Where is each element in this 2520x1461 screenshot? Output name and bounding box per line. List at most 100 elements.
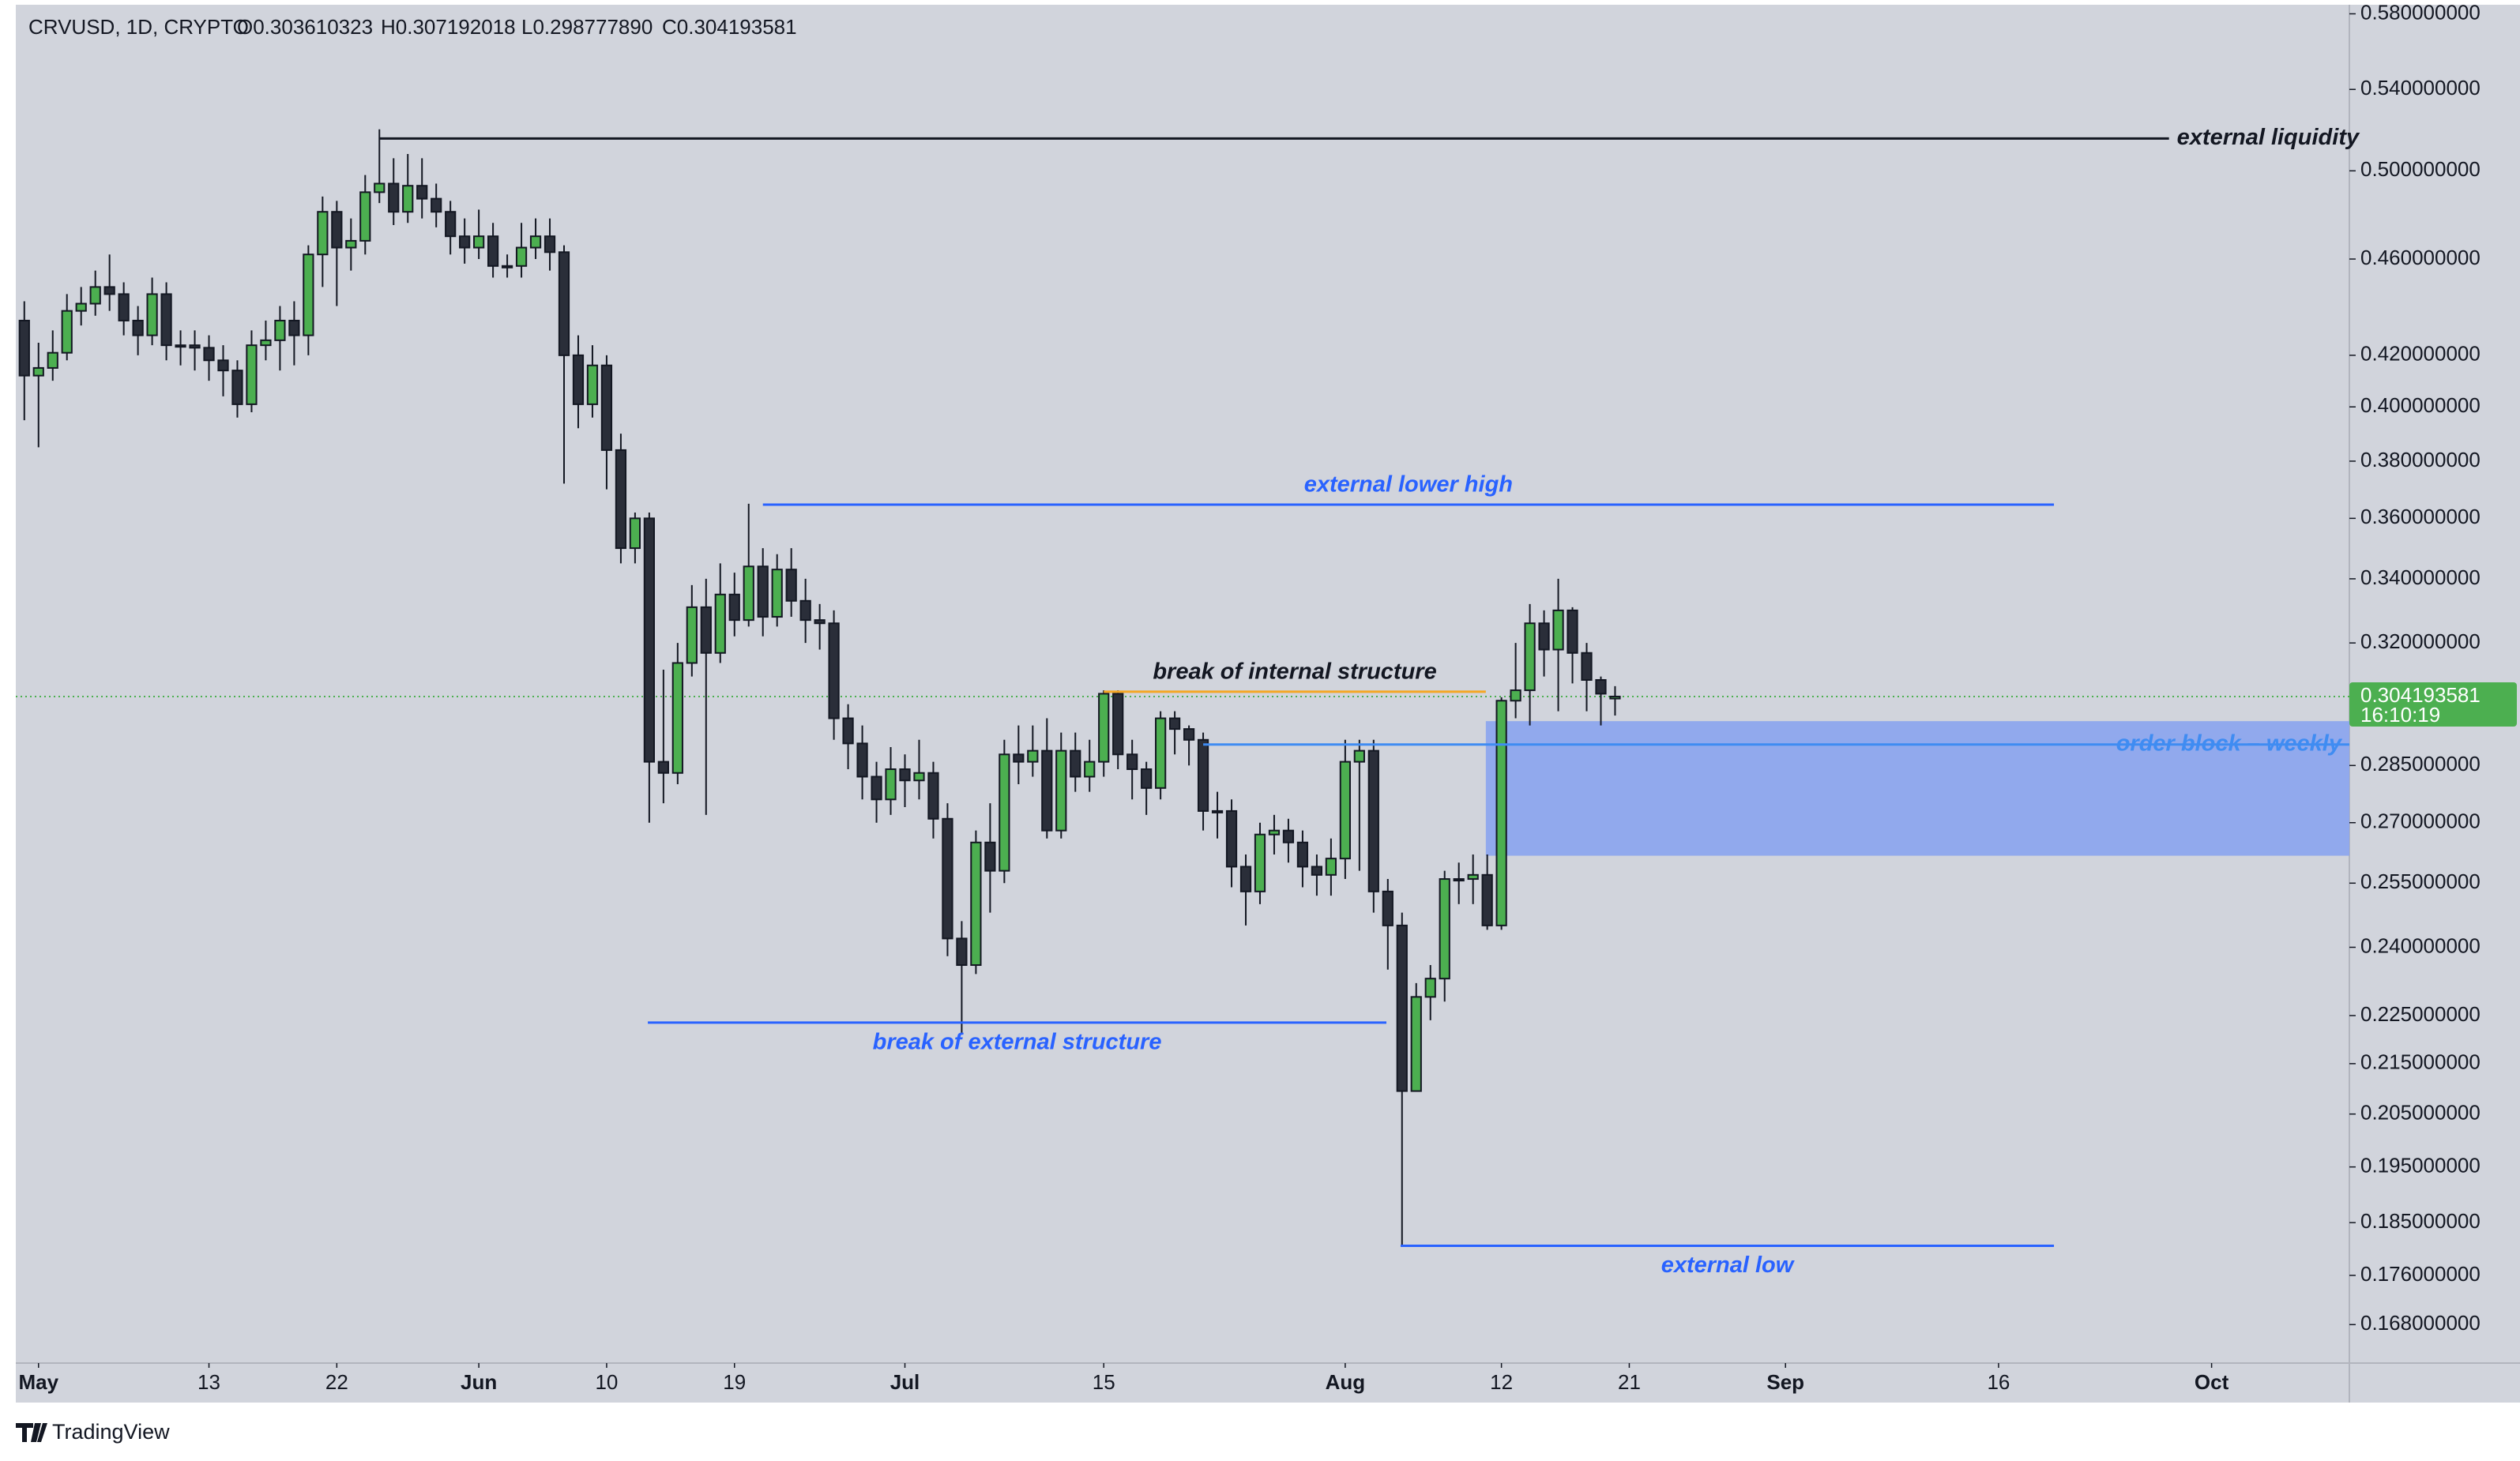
candle-body bbox=[1254, 833, 1266, 892]
candle-body bbox=[1510, 689, 1521, 702]
candle-body bbox=[160, 293, 172, 347]
candle-body bbox=[1581, 652, 1593, 681]
candle-body bbox=[189, 344, 201, 349]
close: C0.304193581 bbox=[662, 15, 797, 39]
y-tick-label: 0.400000000 bbox=[2360, 393, 2481, 417]
y-tick-label: 0.215000000 bbox=[2360, 1050, 2481, 1074]
candle-body bbox=[1126, 753, 1138, 771]
annotation-label: order block – weekly bbox=[2116, 730, 2343, 756]
candle-body bbox=[1339, 761, 1351, 860]
legend: CRVUSD, 1D, CRYPTO O0.303610323 H0.30719… bbox=[28, 15, 797, 39]
y-tick-label: 0.168000000 bbox=[2360, 1311, 2481, 1335]
candle-body bbox=[771, 569, 783, 618]
candle-body bbox=[303, 254, 314, 336]
candle-body bbox=[1084, 761, 1096, 778]
candle-body bbox=[970, 841, 982, 967]
x-tick-label: Oct bbox=[2195, 1370, 2229, 1394]
candle-body bbox=[1367, 749, 1379, 892]
y-tick-label: 0.420000000 bbox=[2360, 342, 2481, 366]
candle-body bbox=[1567, 609, 1578, 654]
candle-body bbox=[473, 235, 485, 249]
candle-body bbox=[260, 339, 272, 347]
candle-body bbox=[1112, 693, 1124, 756]
annotation-label: external lower high bbox=[1304, 472, 1513, 498]
countdown-label: 16:10:19 bbox=[2360, 703, 2440, 727]
candle-body bbox=[1155, 717, 1167, 789]
candle-body bbox=[1453, 878, 1465, 882]
candle-body bbox=[842, 717, 854, 745]
y-tick-label: 0.580000000 bbox=[2360, 0, 2481, 24]
candle-body bbox=[515, 246, 528, 267]
candle-body bbox=[388, 182, 400, 213]
high: H0.307192018 bbox=[381, 15, 516, 39]
x-tick-label: Jun bbox=[461, 1370, 497, 1394]
candle-body bbox=[728, 593, 740, 622]
candle-body bbox=[643, 517, 655, 763]
candle-body bbox=[629, 517, 641, 550]
candle-body bbox=[1168, 717, 1181, 730]
candle-body bbox=[1595, 678, 1607, 695]
candle-body bbox=[445, 211, 457, 238]
candle-body bbox=[828, 622, 840, 719]
candle-body bbox=[1211, 809, 1224, 813]
x-tick-label: 13 bbox=[197, 1370, 220, 1394]
y-tick-label: 0.500000000 bbox=[2360, 157, 2481, 181]
candle-body bbox=[942, 817, 953, 940]
candle-body bbox=[799, 599, 811, 622]
last-price-tag bbox=[2349, 682, 2517, 727]
candle-body bbox=[402, 185, 414, 213]
candle-body bbox=[871, 776, 882, 801]
brand-logo bbox=[16, 1423, 47, 1442]
annotation-label: break of internal structure bbox=[1153, 659, 1436, 684]
candle-body bbox=[543, 235, 556, 254]
x-tick-label: Jul bbox=[890, 1370, 920, 1394]
candle-body bbox=[246, 344, 258, 405]
candle-body bbox=[203, 347, 215, 362]
candle-body bbox=[700, 606, 712, 654]
brand-name: TradingView bbox=[52, 1420, 170, 1444]
x-tick-label: 16 bbox=[1987, 1370, 2010, 1394]
chart-background bbox=[16, 5, 2520, 1403]
y-tick-label: 0.380000000 bbox=[2360, 448, 2481, 471]
x-tick-label: May bbox=[18, 1370, 58, 1394]
candle-body bbox=[1538, 622, 1550, 651]
candle-body bbox=[657, 761, 669, 774]
y-tick-label: 0.176000000 bbox=[2360, 1262, 2481, 1286]
x-tick-label: 15 bbox=[1093, 1370, 1115, 1394]
y-tick-label: 0.285000000 bbox=[2360, 752, 2481, 776]
candle-body bbox=[1382, 890, 1394, 926]
candle-body bbox=[1296, 841, 1309, 868]
candle-body bbox=[1325, 858, 1337, 876]
candle-body bbox=[1225, 809, 1238, 868]
x-tick-label: 19 bbox=[723, 1370, 746, 1394]
x-tick-label: 10 bbox=[595, 1370, 618, 1394]
x-tick-label: 22 bbox=[325, 1370, 348, 1394]
candle-body bbox=[274, 319, 286, 341]
candle-body bbox=[1098, 693, 1110, 763]
candle-body bbox=[118, 293, 130, 321]
candle-body bbox=[885, 768, 897, 801]
plot-area: external liquidity external lower high bre… bbox=[16, 125, 2360, 1278]
candle-body bbox=[132, 319, 144, 336]
candle-body bbox=[374, 182, 386, 193]
annotation-label: external liquidity bbox=[2177, 125, 2360, 150]
candle-body bbox=[1552, 609, 1564, 651]
x-tick-label: Aug bbox=[1326, 1370, 1366, 1394]
candle-body bbox=[586, 364, 599, 405]
candle-body bbox=[1197, 738, 1209, 812]
candle-body bbox=[331, 211, 343, 249]
candle-body bbox=[89, 286, 101, 305]
candle-body bbox=[317, 211, 329, 256]
y-tick-label: 0.185000000 bbox=[2360, 1209, 2481, 1233]
candle-body bbox=[501, 265, 513, 269]
candle-body bbox=[345, 239, 357, 249]
candle-body bbox=[1424, 978, 1436, 998]
y-tick-label: 0.240000000 bbox=[2360, 933, 2481, 957]
y-tick-label: 0.195000000 bbox=[2360, 1154, 2481, 1177]
candle-body bbox=[1439, 878, 1450, 980]
candle-body bbox=[743, 565, 754, 622]
y-tick-label: 0.225000000 bbox=[2360, 1002, 2481, 1026]
candle-body bbox=[1410, 996, 1422, 1092]
candle-body bbox=[1353, 749, 1365, 763]
